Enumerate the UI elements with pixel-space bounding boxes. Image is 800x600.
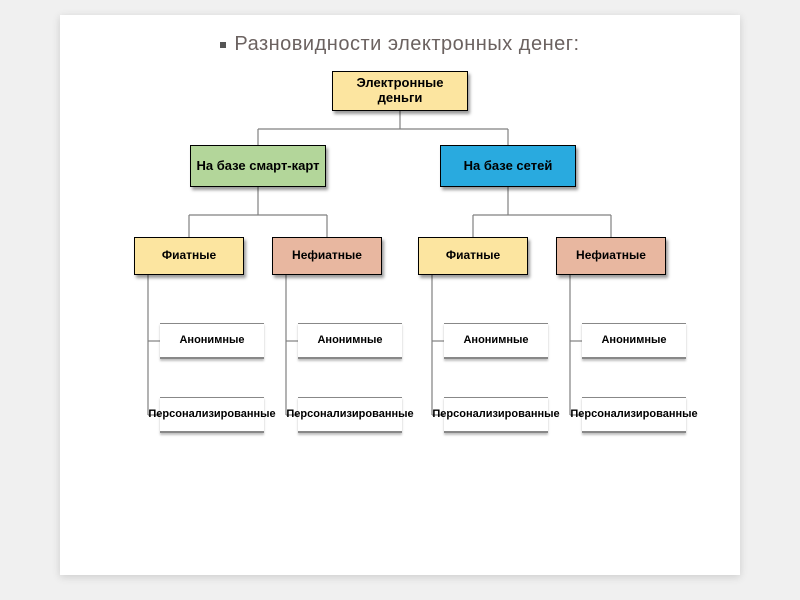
node-smartcards: На базе смарт-карт <box>190 145 326 187</box>
node-smart-fiat: Фиатные <box>134 237 244 275</box>
leaf-smart-fiat-pers: Персонализированные <box>160 397 264 433</box>
node-net-nonfiat: Нефиатные <box>556 237 666 275</box>
node-networks: На базе сетей <box>440 145 576 187</box>
leaf-smart-nonfiat-anon: Анонимные <box>298 323 402 359</box>
leaf-net-fiat-anon: Анонимные <box>444 323 548 359</box>
leaf-net-nonfiat-pers: Персонализированные <box>582 397 686 433</box>
leaf-net-fiat-pers: Персонализированные <box>444 397 548 433</box>
leaf-net-nonfiat-anon: Анонимные <box>582 323 686 359</box>
page-title: Разновидности электронных денег: <box>234 33 579 56</box>
leaf-smart-nonfiat-pers: Персонализированные <box>298 397 402 433</box>
leaf-smart-fiat-anon: Анонимные <box>160 323 264 359</box>
node-net-fiat: Фиатные <box>418 237 528 275</box>
slide-page: Разновидности электронных денег: <box>60 15 740 575</box>
bullet-icon <box>220 42 226 48</box>
node-smart-nonfiat: Нефиатные <box>272 237 382 275</box>
node-root: Электронные деньги <box>332 71 468 111</box>
title-row: Разновидности электронных денег: <box>60 15 740 68</box>
